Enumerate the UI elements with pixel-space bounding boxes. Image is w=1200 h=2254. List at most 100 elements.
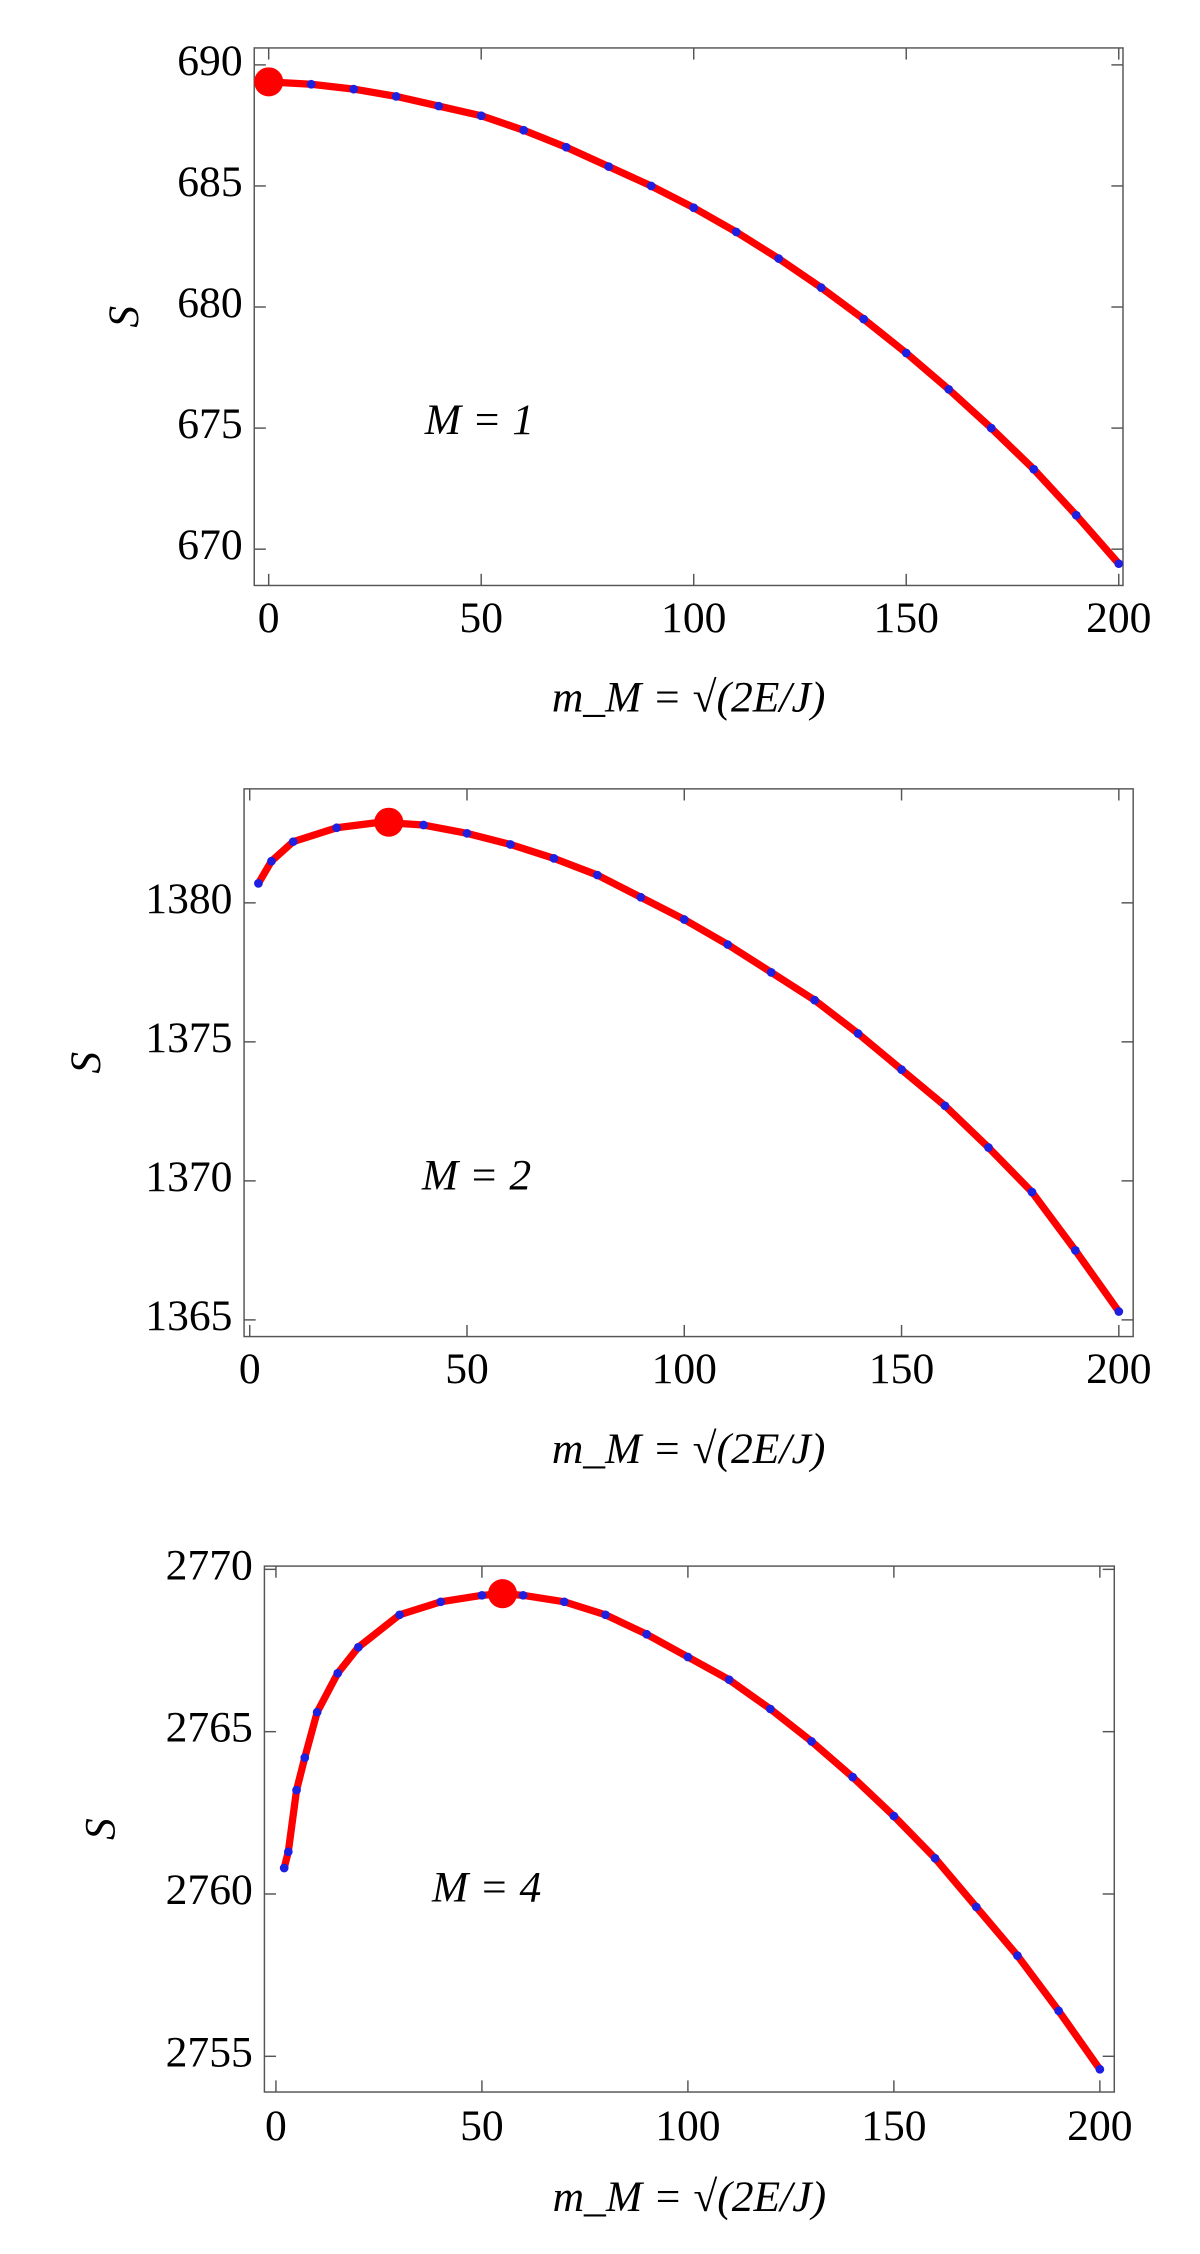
point: [476, 111, 486, 121]
point: [810, 995, 819, 1005]
y-tick-label: 1370: [145, 1153, 232, 1201]
point: [889, 1811, 899, 1821]
point: [930, 1853, 940, 1863]
y-axis-label: S: [77, 1818, 125, 1840]
point: [593, 870, 602, 880]
plot-frame: [253, 47, 1124, 587]
point: [774, 254, 784, 263]
y-tick-label: 2770: [166, 1541, 253, 1589]
point: [306, 79, 316, 89]
point: [333, 1668, 343, 1678]
y-tick-label: 2755: [166, 2028, 253, 2076]
x-tick-label: 200: [1086, 594, 1151, 642]
y-tick-label: 670: [177, 521, 242, 569]
point: [604, 162, 614, 171]
point: [506, 840, 515, 849]
point: [292, 1785, 301, 1795]
point: [434, 101, 444, 111]
point: [1013, 1951, 1022, 1961]
point: [723, 940, 733, 949]
x-axis-label: m_M = √(2E/J): [552, 674, 826, 722]
x-tick-label: 200: [1086, 1345, 1151, 1393]
point: [807, 1737, 816, 1746]
point: [642, 1629, 652, 1639]
point: [300, 1753, 310, 1762]
x-tick-label: 50: [459, 594, 503, 642]
plot-frame: [263, 1565, 1116, 2093]
point: [859, 314, 869, 324]
x-tick-label: 100: [655, 2102, 720, 2150]
y-axis-label: S: [62, 1052, 110, 1074]
point: [559, 1597, 569, 1607]
point: [683, 1652, 693, 1662]
point: [283, 1847, 293, 1857]
point: [1071, 510, 1081, 520]
y-tick-label: 1380: [145, 875, 232, 923]
point: [436, 1597, 446, 1607]
point: [816, 283, 826, 293]
point: [1029, 464, 1039, 474]
y-tick-label: 2765: [166, 1704, 253, 1752]
point: [279, 1863, 289, 1873]
x-tick-label: 150: [874, 594, 939, 642]
point: [391, 92, 401, 101]
y-tick-label: 690: [177, 37, 242, 85]
y-tick-label: 1375: [145, 1014, 232, 1062]
point: [1027, 1187, 1037, 1197]
point: [679, 915, 689, 924]
y-tick-label: 680: [177, 279, 242, 327]
y-tick-label: 1365: [145, 1292, 232, 1340]
point: [395, 1610, 404, 1620]
x-tick-label: 100: [652, 1345, 717, 1393]
x-tick-label: 100: [661, 594, 726, 642]
x-tick-label: 0: [265, 2102, 287, 2150]
point: [944, 384, 954, 394]
point: [724, 1675, 734, 1685]
highlight-point: [487, 1579, 518, 1609]
point: [332, 823, 341, 833]
point: [312, 1707, 322, 1717]
y-tick-label: 685: [177, 158, 242, 206]
x-axis-label: m_M = √(2E/J): [552, 1425, 826, 1473]
point: [689, 203, 699, 213]
x-tick-label: 150: [861, 2102, 926, 2150]
x-tick-label: 50: [445, 1345, 489, 1393]
point: [766, 967, 776, 977]
point: [853, 1029, 863, 1038]
point: [1095, 2064, 1105, 2074]
x-tick-label: 200: [1067, 2102, 1132, 2150]
line: [255, 818, 1122, 1314]
annotation: M = 2: [421, 1152, 531, 1200]
x-tick-label: 0: [239, 1345, 261, 1393]
point: [267, 856, 276, 866]
point: [1054, 2006, 1064, 2016]
x-tick-label: 150: [869, 1345, 934, 1393]
point: [519, 125, 529, 135]
point: [940, 1101, 950, 1111]
y-tick-label: 675: [177, 400, 242, 448]
point: [848, 1772, 858, 1782]
point: [349, 84, 359, 94]
point: [419, 820, 428, 830]
point: [1071, 1246, 1080, 1255]
x-tick-label: 0: [258, 594, 280, 642]
y-axis-label: S: [100, 306, 148, 328]
line: [268, 78, 1122, 567]
point: [1114, 1307, 1124, 1316]
point: [646, 181, 656, 191]
line: [280, 1590, 1103, 2072]
point: [353, 1642, 363, 1652]
y-tick-label: 2760: [166, 1866, 253, 1914]
point: [254, 879, 263, 888]
highlight-point: [254, 67, 284, 97]
point: [1114, 559, 1124, 569]
x-tick-label: 50: [460, 2102, 504, 2150]
point: [518, 1590, 528, 1600]
point: [462, 828, 472, 838]
point: [971, 1902, 981, 1912]
point: [986, 423, 996, 433]
plot-frame: [243, 788, 1134, 1338]
point: [561, 142, 571, 152]
